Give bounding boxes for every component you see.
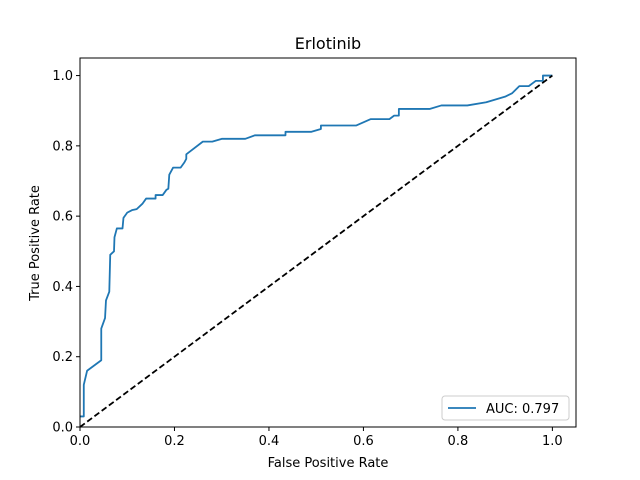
y-tick-label: 0.2 [52,350,73,365]
plot-frame [79,57,577,428]
legend-box [441,395,570,421]
x-tick-label: 0.6 [353,434,374,449]
y-tick-label: 0.0 [52,421,73,436]
roc-curve-line [80,74,553,418]
x-tick-label: 0.4 [259,434,280,449]
legend-label: AUC: 0.797 [486,402,559,417]
y-tick-label: 0.4 [52,280,73,295]
legend: AUC: 0.797 [441,395,570,421]
chance-diagonal-line [79,74,553,428]
x-axis-label: False Positive Rate [268,456,389,471]
x-tick-label: 0.0 [70,434,91,449]
x-tick-label: 0.8 [448,434,469,449]
y-tick-label: 1.0 [52,69,73,84]
y-axis: 0.0 0.2 0.4 0.6 0.8 1.0 [52,69,80,436]
y-tick-label: 0.8 [52,139,73,154]
chart-title: Erlotinib [295,34,361,53]
y-tick-label: 0.6 [52,210,73,225]
x-axis: 0.0 0.2 0.4 0.6 0.8 1.0 [70,427,563,449]
y-axis-label: True Positive Rate [28,185,43,302]
plot-area [79,57,577,428]
x-tick-label: 1.0 [542,434,563,449]
x-tick-label: 0.2 [164,434,185,449]
